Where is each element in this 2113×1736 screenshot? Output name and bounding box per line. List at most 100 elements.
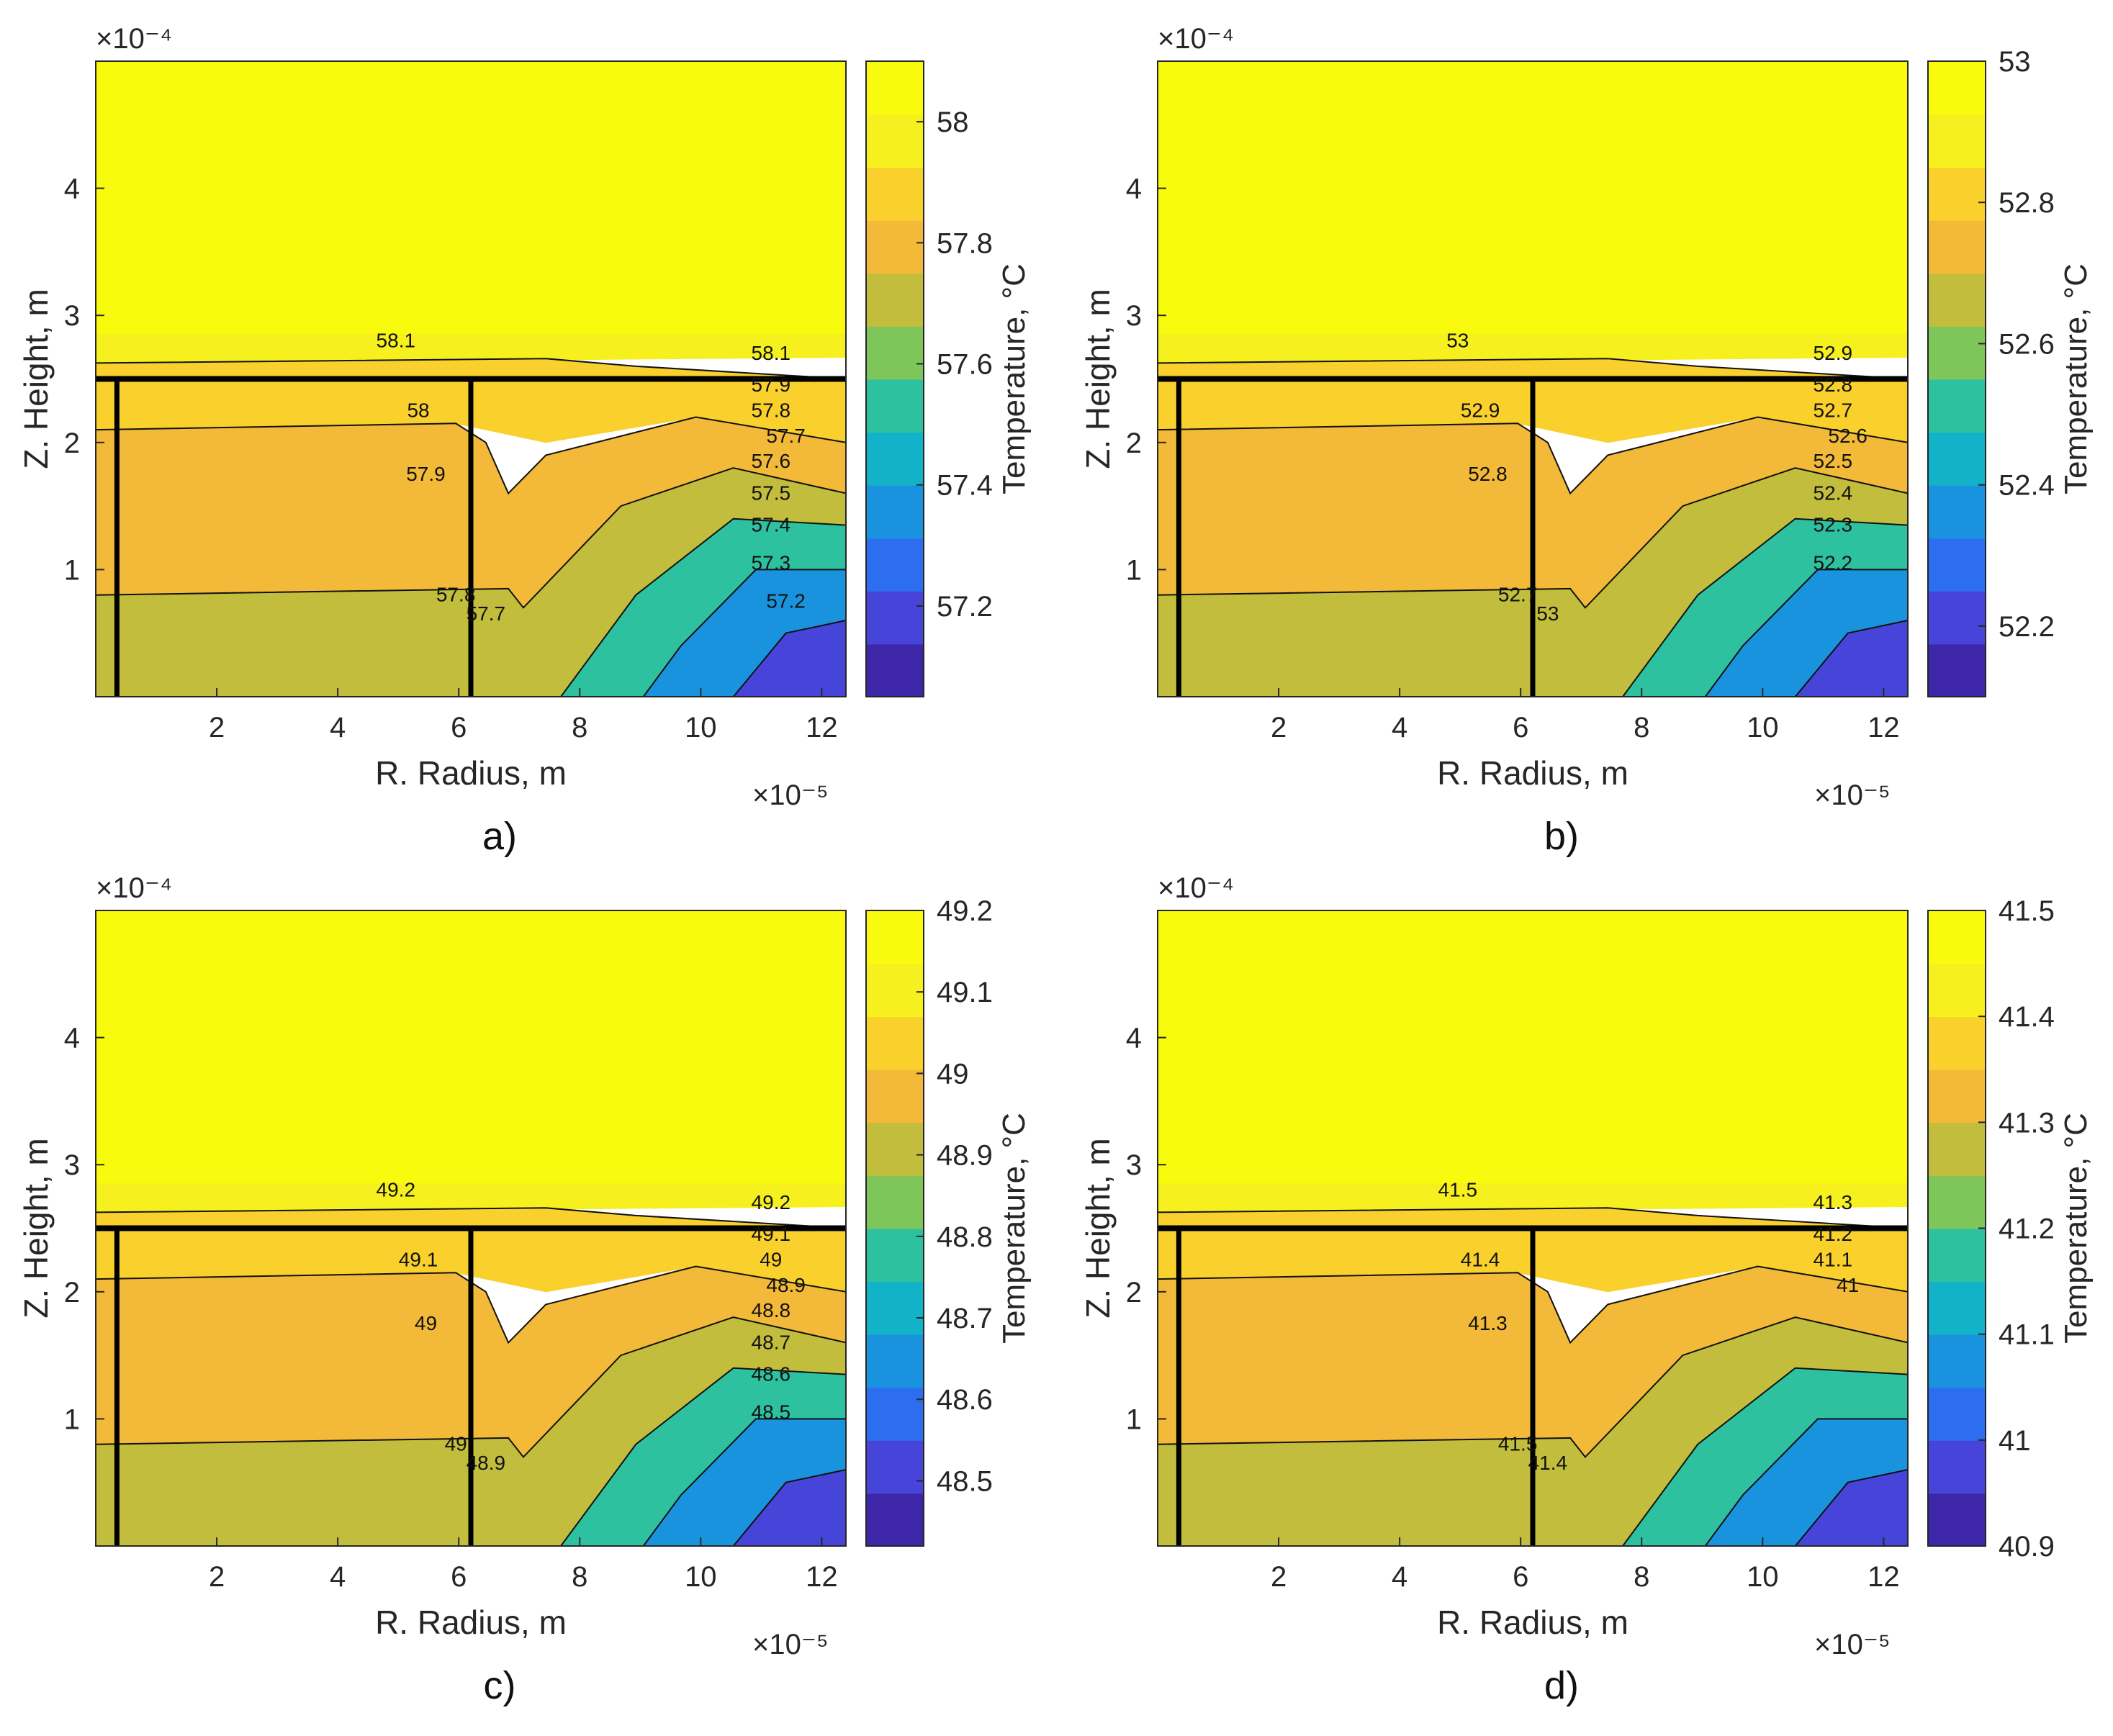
colorbar-segment xyxy=(1928,1016,1986,1070)
temperature-band-0 xyxy=(96,910,846,1185)
panel-c: 49.249.1494948.949.249.14948.948.848.748… xyxy=(17,872,1032,1707)
isotherm-line-1 xyxy=(96,1265,846,1344)
colorbar-segment xyxy=(866,220,924,274)
colorbar-segment xyxy=(866,1493,924,1547)
contour-label: 52.2 xyxy=(1814,551,1853,574)
isotherm-line-0 xyxy=(96,1207,846,1229)
contour-label: 58 xyxy=(407,399,429,421)
y-tick-label: 2 xyxy=(64,428,80,459)
x-tick-label: 2 xyxy=(209,1561,225,1593)
colorbar-segment xyxy=(866,273,924,327)
contour-label: 49.1 xyxy=(752,1223,791,1245)
isotherm-line-5 xyxy=(732,620,846,697)
x-tick-label: 10 xyxy=(685,712,717,743)
isotherm-line-2 xyxy=(96,1316,846,1458)
colorbar-tick-label: 52.4 xyxy=(1999,470,2055,502)
isotherm-line-1 xyxy=(1158,1265,1908,1344)
isotherm-line-4 xyxy=(1704,569,1908,697)
colorbar-frame xyxy=(865,910,924,1547)
x-tick-label: 2 xyxy=(1271,1561,1287,1593)
x-exponent: ×10⁻⁵ xyxy=(1814,779,1891,811)
isotherm-line-3 xyxy=(560,1367,846,1546)
contour-label: 48.9 xyxy=(467,1452,506,1474)
plot-frame xyxy=(1157,60,1909,697)
colorbar-segment xyxy=(1928,1069,1986,1124)
x-axis-label: R. Radius, m xyxy=(1437,1604,1628,1641)
contour-label: 52.7 xyxy=(1814,399,1853,421)
plot-frame xyxy=(1157,910,1909,1547)
x-tick-label: 10 xyxy=(1747,1561,1779,1593)
colorbar-segment xyxy=(1928,590,1986,645)
panel-caption: d) xyxy=(1544,1664,1579,1707)
contour-label: 41.1 xyxy=(1814,1248,1853,1270)
colorbar-segment xyxy=(1928,538,1986,592)
temperature-band-1 xyxy=(96,334,846,363)
y-tick-label: 2 xyxy=(1126,1277,1142,1308)
contour-label: 57.9 xyxy=(406,463,446,485)
colorbar-tick-label: 48.7 xyxy=(937,1303,993,1334)
isotherm-line-3 xyxy=(560,517,846,697)
colorbar-segment xyxy=(866,1228,924,1283)
contour-label: 49.1 xyxy=(399,1248,438,1270)
isotherm-line-4 xyxy=(642,569,846,697)
isotherm-line-5 xyxy=(1794,1469,1908,1546)
contour-label: 49 xyxy=(445,1433,467,1455)
colorbar-segment xyxy=(1928,325,1986,380)
colorbar-tick-label: 57.8 xyxy=(937,227,993,259)
contour-label: 52.7 xyxy=(1498,584,1538,606)
colorbar-tick-label: 57.2 xyxy=(937,591,993,623)
y-tick-label: 2 xyxy=(1126,428,1142,459)
contour-label: 57.2 xyxy=(766,589,806,612)
y-tick-label: 4 xyxy=(1126,173,1142,205)
colorbar-tick-label: 49.2 xyxy=(937,895,993,927)
x-tick-label: 6 xyxy=(1513,1561,1528,1593)
x-tick-label: 2 xyxy=(1271,712,1287,743)
colorbar-segment xyxy=(866,1439,924,1494)
y-exponent: ×10⁻⁴ xyxy=(96,872,172,904)
colorbar-frame xyxy=(1927,60,1986,697)
temperature-band-0 xyxy=(1158,910,1908,1185)
x-exponent: ×10⁻⁵ xyxy=(752,1629,829,1660)
colorbar-segment xyxy=(1928,61,1986,115)
x-tick-label: 6 xyxy=(451,1561,467,1593)
contour-label: 49 xyxy=(415,1312,437,1334)
contour-label: 57.8 xyxy=(752,399,791,421)
colorbar-tick-label: 52.8 xyxy=(1999,187,2055,219)
x-tick-label: 4 xyxy=(330,1561,346,1593)
y-axis-label: Z. Height, m xyxy=(1079,1138,1117,1319)
contour-label: 49.2 xyxy=(377,1178,416,1201)
colorbar-tick-label: 41.4 xyxy=(1999,1001,2055,1033)
colorbar-label: Temperature, °C xyxy=(996,263,1032,494)
contour-label: 52.6 xyxy=(1828,425,1868,447)
contour-label: 48.8 xyxy=(752,1299,791,1321)
y-axis-label: Z. Height, m xyxy=(17,1138,55,1319)
contour-fill xyxy=(96,910,846,1546)
isotherm-line-1 xyxy=(1158,416,1908,495)
y-tick-label: 4 xyxy=(64,1023,80,1054)
colorbar-segment xyxy=(1928,220,1986,274)
colorbar-tick-label: 41.2 xyxy=(1999,1213,2055,1245)
panel-caption: c) xyxy=(484,1664,516,1707)
y-tick-label: 2 xyxy=(64,1277,80,1308)
contour-label: 53 xyxy=(1536,602,1559,625)
colorbar-frame xyxy=(865,60,924,697)
x-tick-label: 10 xyxy=(1747,712,1779,743)
x-tick-label: 8 xyxy=(1634,712,1649,743)
x-tick-label: 12 xyxy=(806,1561,838,1593)
contour-label: 57.9 xyxy=(752,374,791,396)
y-tick-label: 3 xyxy=(1126,1149,1142,1181)
y-axis-label: Z. Height, m xyxy=(1079,289,1117,469)
colorbar-tick-label: 41.3 xyxy=(1999,1107,2055,1139)
colorbar-tick-label: 48.8 xyxy=(937,1221,993,1253)
colorbar-segment xyxy=(1928,1439,1986,1494)
contour-label: 48.5 xyxy=(752,1401,791,1423)
colorbar-segment xyxy=(866,114,924,168)
temperature-band-1 xyxy=(1158,334,1908,363)
isotherm-line-5 xyxy=(1794,620,1908,697)
colorbar-segment xyxy=(866,379,924,433)
colorbar-segment xyxy=(1928,963,1986,1018)
plot-frame xyxy=(95,60,847,697)
isotherm-line-0 xyxy=(1158,358,1908,380)
contour-label: 57.4 xyxy=(752,513,791,535)
